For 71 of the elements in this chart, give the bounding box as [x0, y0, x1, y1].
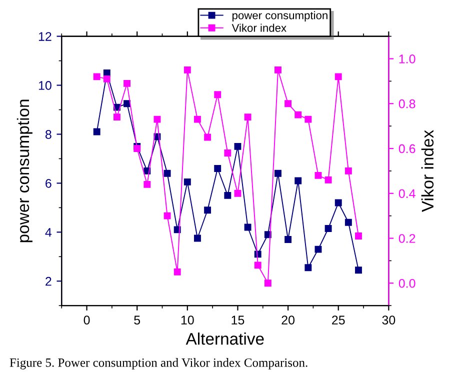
y2-tick-label: 0.8	[398, 99, 416, 108]
point	[264, 280, 272, 287]
y2-axis-title: Vikor index	[421, 130, 434, 212]
point	[355, 232, 362, 240]
legend-label: Vikor index	[232, 24, 286, 32]
point	[113, 114, 120, 121]
point	[254, 262, 262, 269]
y2-tick-label: 0.4	[398, 189, 416, 198]
point	[174, 268, 181, 276]
point	[314, 246, 322, 253]
point	[324, 225, 332, 232]
x-tick-label: 5	[134, 316, 140, 325]
point	[184, 178, 191, 186]
point	[184, 66, 191, 74]
point	[194, 234, 201, 242]
point	[274, 170, 282, 177]
point	[334, 73, 342, 80]
x-tick-label: 0	[84, 316, 90, 325]
point	[214, 165, 222, 172]
x-tick-label: 10	[181, 316, 194, 325]
point	[344, 218, 352, 226]
point	[204, 206, 212, 214]
point	[194, 116, 201, 123]
point	[294, 111, 302, 118]
legend-label: power consumption	[232, 11, 328, 22]
point	[244, 224, 252, 231]
point	[124, 80, 131, 87]
point	[344, 167, 352, 174]
x-tick-label: 20	[282, 316, 295, 325]
y2-tick-label: 0.0	[398, 278, 416, 288]
point	[234, 142, 242, 150]
point	[284, 236, 292, 243]
y2-tick-label: 0.2	[398, 234, 416, 243]
point	[334, 199, 342, 206]
point	[154, 116, 161, 123]
caption: Figure 5. Power consumption and Vikor index Comparison.	[10, 358, 308, 370]
point	[124, 100, 131, 108]
y-tick-label: 10	[38, 81, 52, 90]
point	[324, 176, 332, 184]
y2-tick-label: 0.6	[398, 144, 416, 154]
y-tick-label: 4	[45, 228, 52, 237]
point	[164, 170, 171, 177]
point	[274, 66, 282, 74]
point	[144, 180, 151, 188]
point	[304, 116, 312, 123]
y2-tick-label: 1.0	[399, 54, 416, 64]
point	[284, 100, 292, 108]
point	[103, 70, 110, 76]
y-tick-label: 8	[45, 130, 52, 139]
point	[224, 150, 232, 156]
point	[234, 190, 242, 197]
point	[244, 114, 252, 121]
point	[204, 134, 212, 141]
point	[304, 264, 312, 272]
point	[355, 266, 362, 274]
x-tick-label: 15	[232, 316, 244, 325]
point	[214, 91, 222, 98]
point	[164, 212, 171, 220]
point	[294, 177, 302, 184]
point	[314, 172, 322, 179]
x-tick-label: 30	[382, 316, 396, 325]
y-tick-label: 6	[46, 178, 52, 188]
point	[93, 73, 100, 80]
point	[103, 75, 110, 82]
y-tick-label: 2	[46, 276, 52, 286]
y-tick-label: 12	[38, 32, 52, 41]
x-axis-title: Alternative	[186, 332, 264, 345]
point	[93, 128, 100, 136]
x-tick-label: 25	[332, 316, 345, 325]
y-axis-title: power consumption	[16, 100, 32, 242]
point	[224, 192, 232, 199]
